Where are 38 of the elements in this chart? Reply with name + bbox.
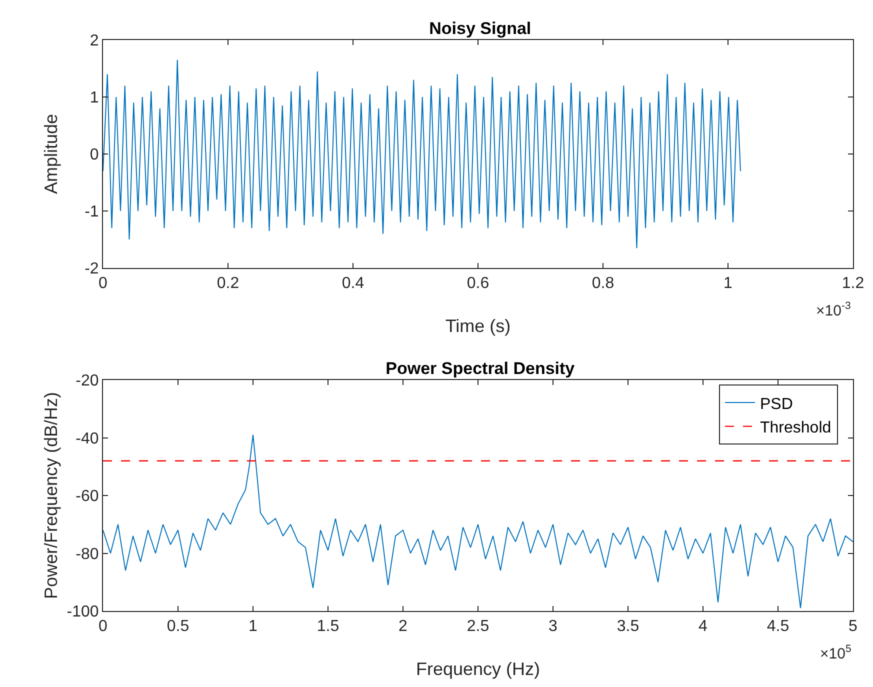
y-tick-label: -2 — [84, 260, 99, 278]
chart-title: Power Spectral Density — [386, 358, 576, 378]
x-tick-label: 1.5 — [316, 618, 340, 636]
x-tick-label: 0.8 — [592, 275, 614, 292]
x-tick-label: 2 — [398, 618, 408, 636]
x-axis-title: Time (s) — [445, 316, 511, 336]
x-tick-label: 3.5 — [616, 618, 640, 636]
y-tick-label: -40 — [76, 430, 99, 448]
x-tick-label: 3 — [548, 618, 558, 636]
y-tick-label: 1 — [90, 90, 99, 107]
line-series — [103, 434, 853, 609]
x-axis-title: Frequency (Hz) — [416, 659, 540, 679]
line-series — [103, 59, 741, 249]
x-tick-label: 0.6 — [466, 275, 490, 292]
y-tick-label: 2 — [90, 32, 99, 50]
x-tick-label: 0.2 — [216, 275, 240, 292]
x-tick-label: 1 — [248, 618, 258, 636]
y-tick-label: -100 — [66, 604, 99, 621]
x-tick-label: 2.5 — [466, 618, 490, 636]
chart-title: Noisy Signal — [429, 18, 532, 38]
y-axis-title: Amplitude — [41, 114, 61, 194]
y-axis-title: Power/Frequency (dB/Hz) — [41, 392, 61, 600]
x-tick-label: 1 — [724, 275, 733, 292]
y-tick-label: -1 — [84, 204, 99, 221]
x-tick-label: 5 — [848, 618, 858, 636]
x-tick-label: 0.4 — [342, 275, 364, 292]
y-tick-label: -20 — [76, 372, 99, 390]
x-tick-label: 1.2 — [842, 275, 864, 292]
y-tick-label: -80 — [76, 546, 99, 563]
x-tick-label: 4.5 — [766, 618, 790, 636]
x-tick-label: 4 — [698, 618, 708, 636]
text: ×10$^{5}$ — [820, 643, 852, 662]
legend-label: Threshold — [760, 420, 832, 437]
y-tick-label: 0 — [90, 146, 99, 164]
text: ×10$^{-3}$ — [816, 300, 851, 320]
legend-label: PSD — [760, 396, 793, 413]
y-tick-label: -60 — [76, 488, 99, 506]
x-tick-label: 0.5 — [166, 618, 190, 636]
